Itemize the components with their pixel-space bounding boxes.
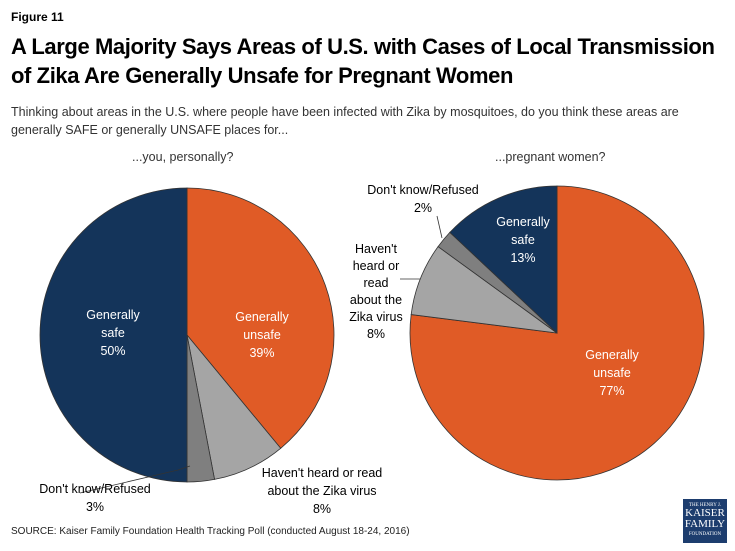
label-right-notheard: Haven't heard or read about the Zika virus 8% (349, 242, 403, 341)
label-left-dk: Don't know/Refused 3% (39, 482, 151, 514)
right-pie-title: ...pregnant women? (495, 150, 606, 164)
label-right-dk: Don't know/Refused 2% (367, 183, 479, 215)
pie-slice-generally-unsafe (186, 187, 335, 449)
left-pie (39, 187, 335, 483)
pie-slice-generally-safe (39, 187, 188, 483)
kff-logo: THE HENRY J. KAISER FAMILY FOUNDATION (683, 499, 727, 543)
right-pie (409, 185, 705, 481)
pie-slice-generally-safe (449, 185, 558, 334)
figure-label: Figure 11 (11, 10, 64, 24)
chart-subtitle: Thinking about areas in the U.S. where p… (11, 105, 679, 137)
label-left-notheard: Haven't heard or read about the Zika viru… (261, 466, 383, 516)
left-pie-title: ...you, personally? (132, 150, 234, 164)
label-left-unsafe: Generally unsafe 39% (235, 310, 289, 360)
label-right-unsafe: Generally unsafe 77% (585, 348, 639, 398)
source-note: SOURCE: Kaiser Family Foundation Health … (11, 526, 410, 537)
leader-line-left-dk (79, 465, 191, 494)
label-left-safe: Generally safe 50% (86, 308, 140, 358)
chart-title: A Large Majority Says Areas of U.S. with… (11, 34, 715, 88)
label-right-safe: Generally safe 13% (496, 215, 550, 265)
leader-line-right-dk (436, 215, 443, 239)
